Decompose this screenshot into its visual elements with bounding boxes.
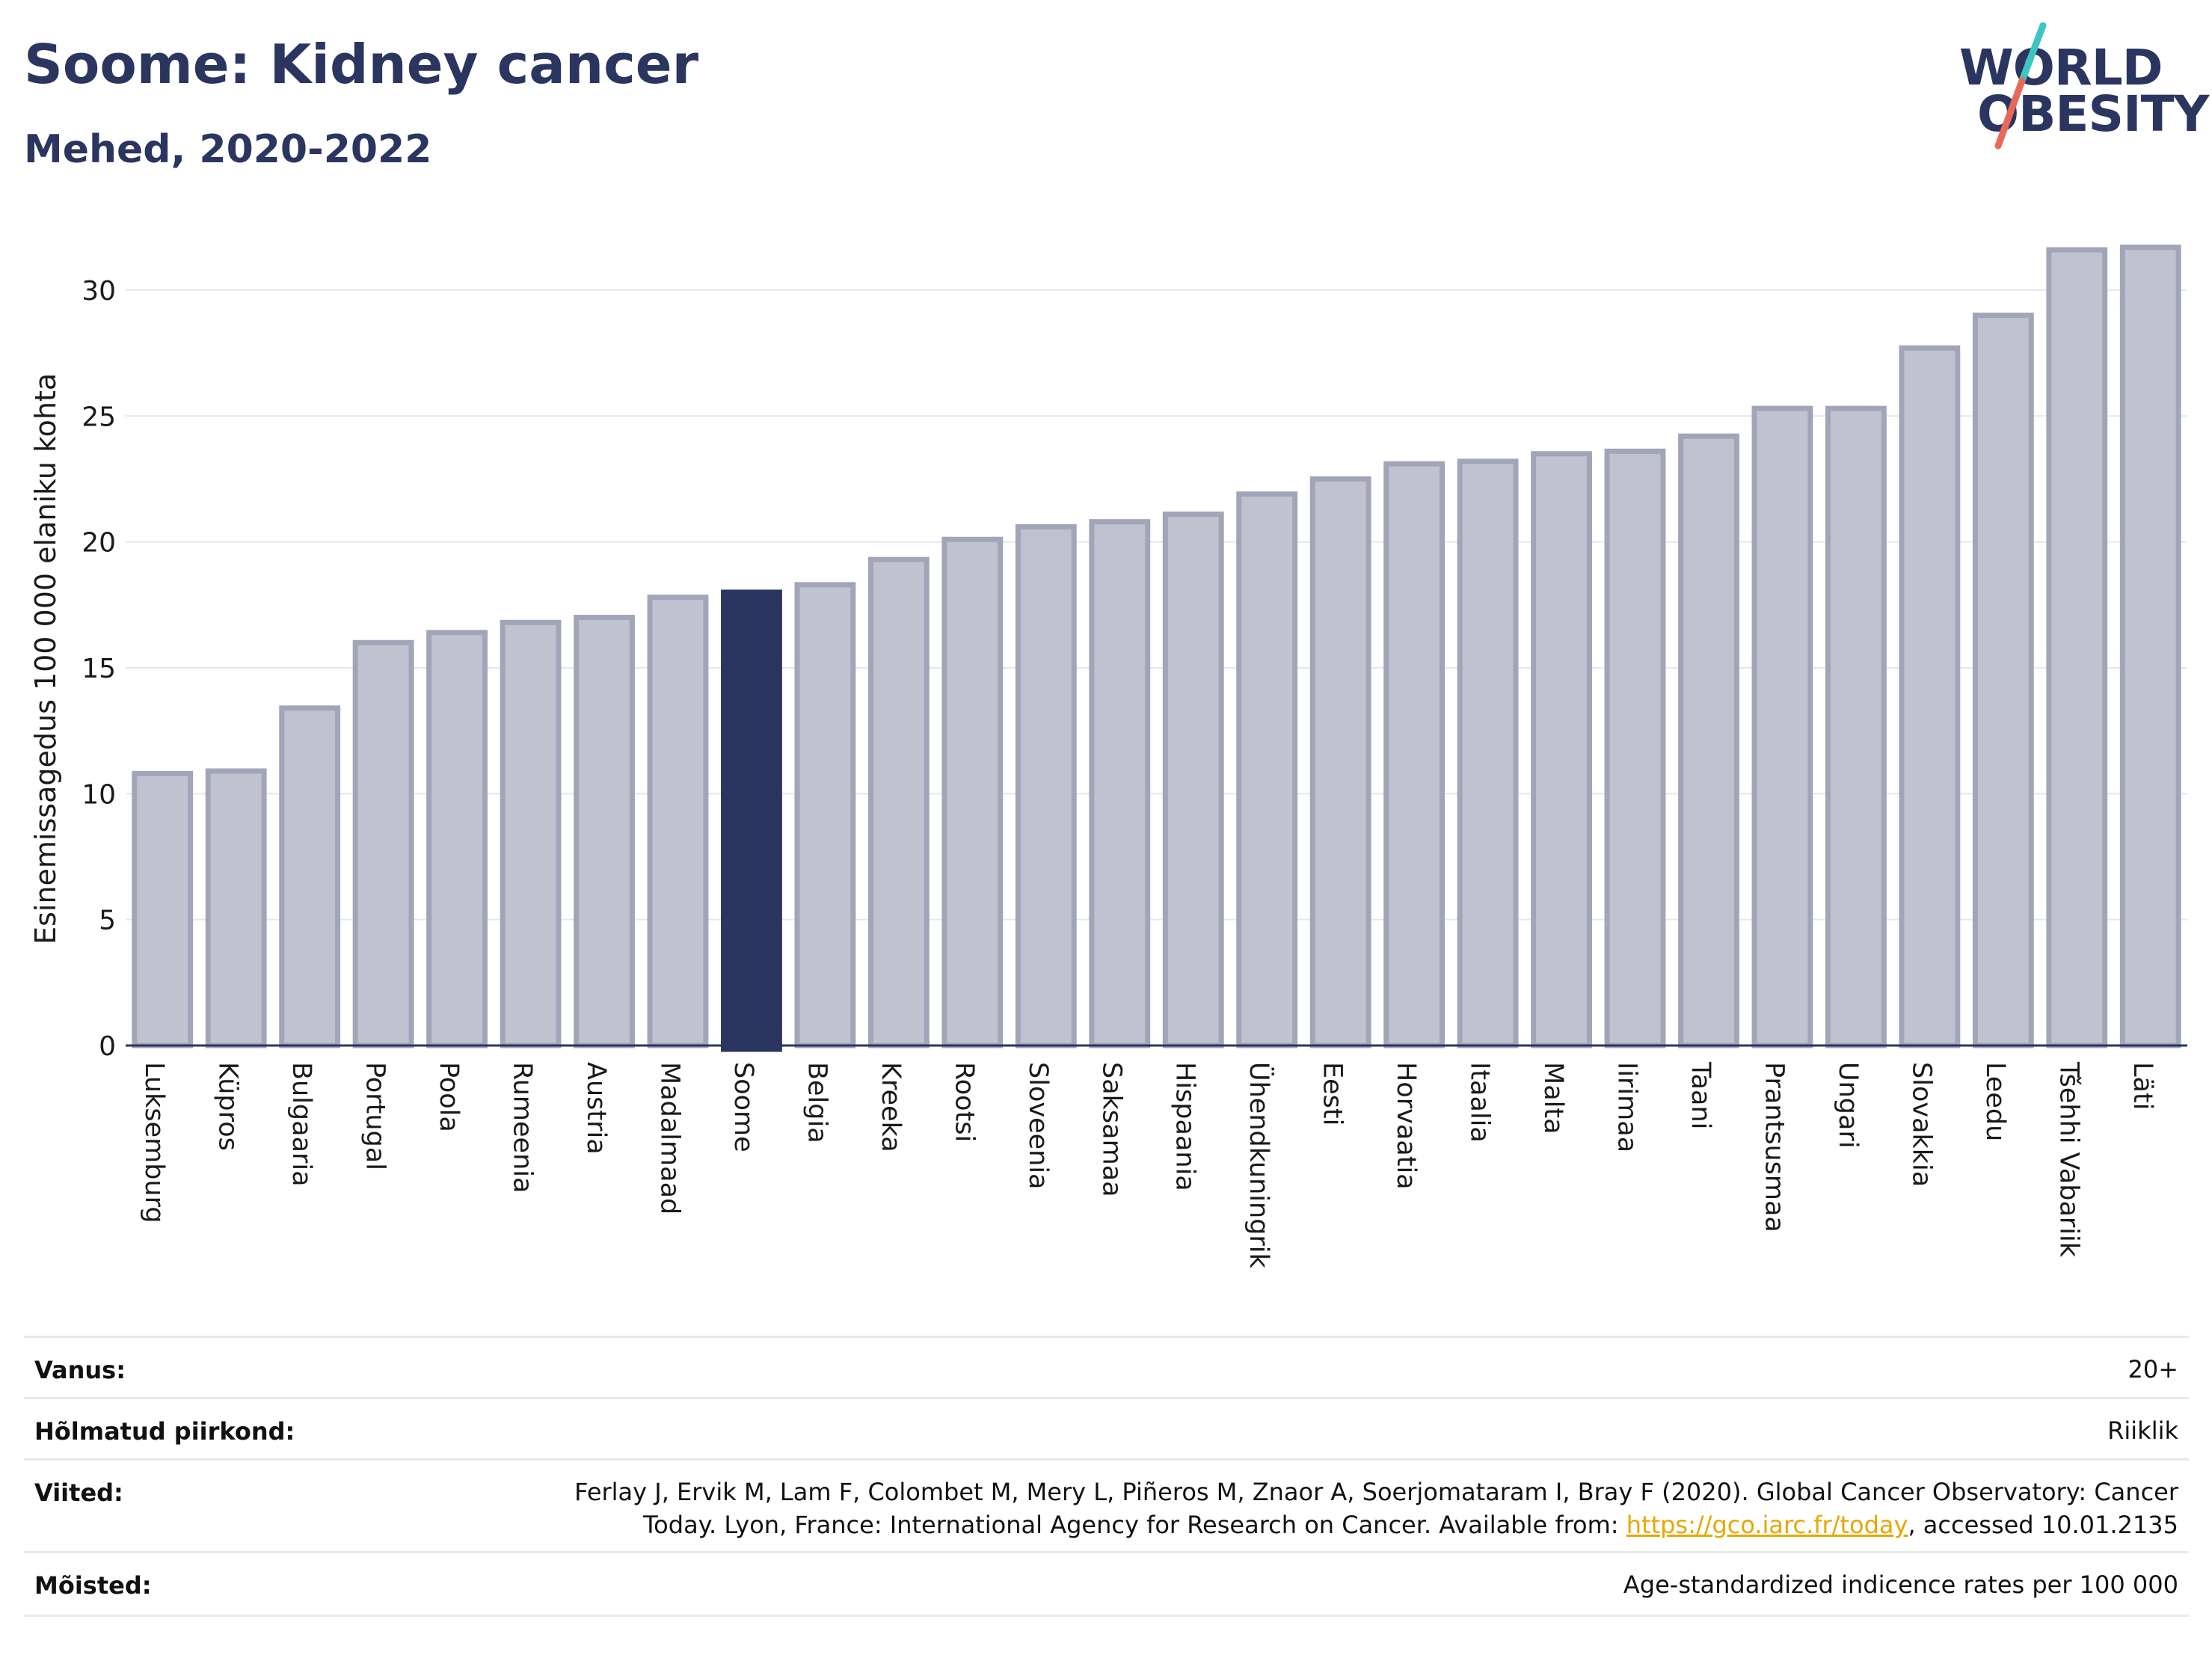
bar-Leedu: [1972, 313, 2034, 1048]
x-tick-label: Portugal: [360, 1062, 390, 1170]
info-value-region: Riiklik: [2107, 1416, 2178, 1445]
x-tick-label: Malta: [1538, 1062, 1568, 1134]
y-tick-label: 25: [82, 402, 116, 432]
chart-title: Soome: Kidney cancer: [24, 33, 699, 96]
references-line-1: Ferlay J, Ervik M, Lam F, Colombet M, Me…: [574, 1478, 2178, 1506]
bars: [132, 245, 2181, 1052]
y-tick-label: 15: [82, 654, 116, 684]
info-label-references: Viited:: [34, 1479, 123, 1507]
x-tick-label: Ungari: [1833, 1062, 1863, 1149]
x-tick-label: Bulgaaria: [286, 1062, 316, 1187]
x-tick-label: Belgia: [802, 1062, 832, 1143]
x-tick-label: Ühendkuningrik: [1244, 1062, 1275, 1269]
bar-Rootsi: [941, 536, 1004, 1048]
bar-Saksamaa: [1089, 519, 1151, 1048]
bar-Ungari: [1825, 405, 1887, 1048]
info-value-definitions: Age-standardized indicence rates per 100…: [1623, 1570, 2178, 1599]
x-tick-label: Horvaatia: [1391, 1062, 1421, 1190]
info-row-region: Hõlmatud piirkond: Riiklik: [24, 1397, 2189, 1461]
y-tick-label: 30: [82, 276, 116, 307]
bar-Madalmaad: [647, 595, 709, 1048]
bar-Bulgaaria: [279, 705, 341, 1048]
bar-Horvaatia: [1383, 461, 1446, 1048]
bar-Soome: [721, 589, 782, 1052]
x-tick-label: Luksemburg: [139, 1062, 169, 1223]
bar-Rumeenia: [500, 619, 562, 1048]
y-tick-label: 5: [99, 906, 116, 936]
info-label-definitions: Mõisted:: [34, 1571, 152, 1600]
x-tick-label: Itaalia: [1465, 1062, 1495, 1143]
bar-Portugal: [352, 639, 414, 1048]
x-tick-label: Prantsusmaa: [1759, 1062, 1789, 1232]
references-link[interactable]: https://gco.iarc.fr/today: [1626, 1511, 1908, 1539]
info-value-references: Ferlay J, Ervik M, Lam F, Colombet M, Me…: [574, 1476, 2178, 1541]
x-tick-label: Sloveenia: [1023, 1062, 1053, 1190]
bar-Malta: [1531, 451, 1592, 1048]
x-tick-label: Leedu: [1980, 1062, 2010, 1141]
bar-Luksemburg: [132, 770, 194, 1048]
x-tick-label: Soome: [728, 1062, 758, 1152]
y-tick-label: 10: [82, 779, 116, 810]
bar-Belgia: [794, 582, 856, 1048]
x-tick-label: Madalmaad: [654, 1062, 684, 1215]
world-obesity-logo: WORLD OBESITY: [1944, 22, 2209, 157]
info-row-references: Viited: Ferlay J, Ervik M, Lam F, Colomb…: [24, 1458, 2189, 1553]
x-tick-label: Taani: [1686, 1061, 1715, 1129]
logo-slash-icon: [1994, 22, 2047, 150]
bar-Sloveenia: [1015, 523, 1077, 1048]
y-axis-label: Esinemissagedus 100 000 elaniku kohta: [29, 373, 62, 945]
x-tick-label: Tšehhi Vabariik: [2053, 1061, 2083, 1258]
y-tick-labels: 0 5 10 15 20 25 30: [82, 276, 116, 1062]
x-tick-label: Rootsi: [949, 1062, 979, 1142]
x-tick-label: Rumeenia: [508, 1062, 538, 1193]
y-tick-label: 0: [99, 1031, 116, 1062]
x-tick-label: Kreeka: [876, 1062, 906, 1152]
logo-line-1: WORLD: [1959, 39, 2163, 96]
x-tick-label: Läti: [2127, 1062, 2157, 1110]
x-tick-label: Saksamaa: [1096, 1062, 1126, 1197]
x-tick-label: Eesti: [1318, 1062, 1348, 1126]
bar-chart: 0 5 10 15 20 25 30 Luksemburg Küpros Bulgaaria Po…: [29, 245, 2187, 1269]
info-row-definitions: Mõisted: Age-standardized indicence rate…: [24, 1551, 2189, 1617]
bar-Iirimaa: [1604, 448, 1666, 1048]
references-line-2-pre: Today. Lyon, France: International Agenc…: [643, 1511, 1626, 1539]
bar-Hispaania: [1162, 512, 1224, 1048]
chart-subtitle: Mehed, 2020-2022: [24, 127, 432, 172]
info-value-age: 20+: [2127, 1355, 2178, 1384]
x-tick-label: Austria: [581, 1062, 611, 1155]
bar-Tšehhi Vabariik: [2046, 247, 2108, 1048]
x-tick-label: Slovakkia: [1906, 1062, 1936, 1187]
x-tick-label: Hispaania: [1170, 1062, 1200, 1191]
x-tick-label: Iirimaa: [1612, 1062, 1642, 1152]
bar-Läti: [2119, 245, 2181, 1048]
bar-Itaalia: [1457, 458, 1519, 1048]
info-label-region: Hõlmatud piirkond:: [34, 1417, 295, 1446]
references-line-2: Today. Lyon, France: International Agenc…: [574, 1508, 2178, 1541]
bar-Prantsusmaa: [1751, 405, 1813, 1048]
info-row-age: Vanus: 20+: [24, 1336, 2189, 1399]
bar-Poola: [426, 630, 488, 1048]
bar-Eesti: [1309, 476, 1371, 1048]
bar-Ühendkuningrik: [1236, 491, 1298, 1048]
info-label-age: Vanus:: [34, 1356, 126, 1384]
y-tick-label: 20: [82, 528, 116, 559]
bar-Austria: [574, 615, 635, 1048]
references-line-2-post: , accessed 10.01.2135: [1908, 1511, 2178, 1539]
bar-Kreeka: [867, 556, 930, 1048]
x-tick-label: Poola: [434, 1062, 464, 1132]
x-tick-label: Küpros: [213, 1062, 243, 1151]
x-tick-labels: Luksemburg Küpros Bulgaaria Portugal Poola Ru…: [139, 1061, 2157, 1269]
bar-Taani: [1678, 433, 1739, 1048]
bar-Slovakkia: [1899, 345, 1961, 1048]
bar-Küpros: [205, 768, 267, 1048]
